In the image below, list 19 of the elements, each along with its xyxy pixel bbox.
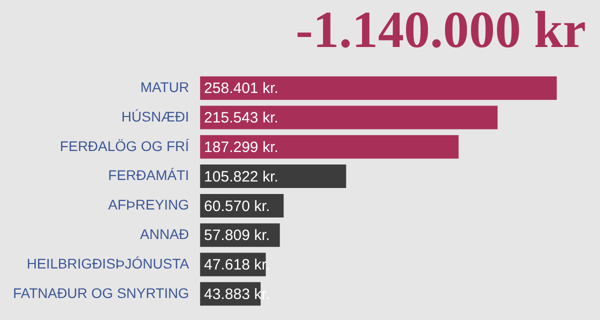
data-label: 105.822 kr. (204, 168, 278, 186)
y-tick-label: MATUR (140, 78, 190, 95)
data-label: 60.570 kr. (204, 198, 270, 215)
data-label: 215.543 kr. (204, 110, 278, 127)
data-label: 258.401 kr. (204, 80, 278, 98)
bar (200, 135, 459, 159)
y-tick-label: HEILBRIGÐISÞJÓNUSTA (26, 255, 190, 272)
data-label: 57.809 kr. (204, 227, 270, 244)
y-tick-label: FERÐALÖG OG FRÍ (60, 138, 190, 154)
bar (200, 164, 346, 188)
y-tick-label: FERÐAMÁTI (108, 167, 190, 184)
data-label: 187.299 kr. (204, 139, 278, 156)
bar (200, 76, 557, 100)
y-tick-label: ANNAÐ (140, 226, 190, 242)
chart-title: -1.140.000 kr (294, 1, 587, 61)
y-tick-label: FATNAÐUR OG SNYRTING (12, 284, 190, 301)
y-tick-label: AFÞREYING (108, 196, 190, 213)
y-tick-label: HÚSNÆÐI (121, 108, 190, 124)
bar (200, 106, 498, 130)
